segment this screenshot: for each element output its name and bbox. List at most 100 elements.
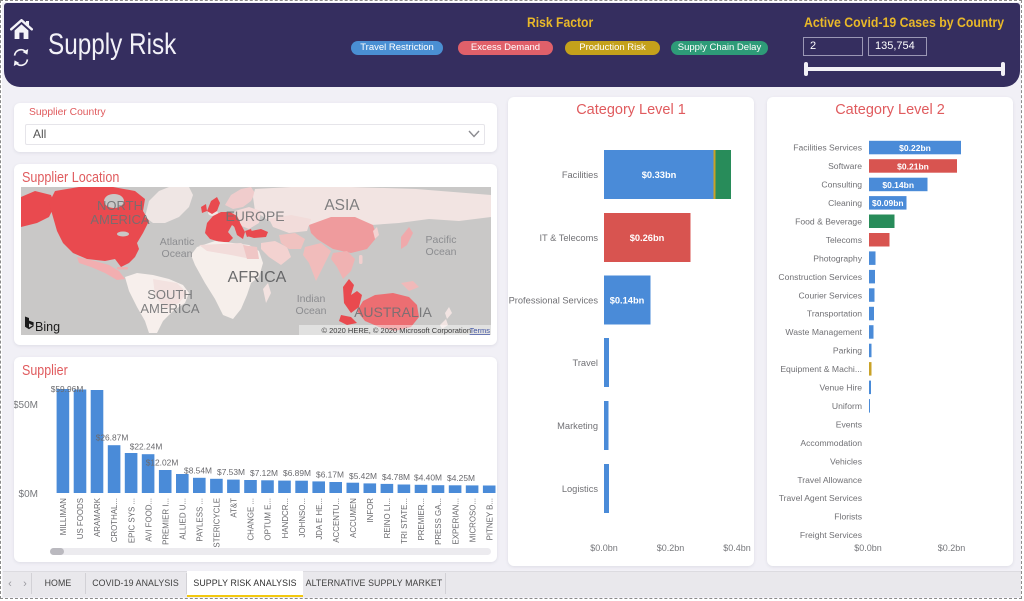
svg-text:AFRICA: AFRICA (228, 269, 287, 286)
svg-text:$0.26bn: $0.26bn (630, 233, 665, 243)
svg-text:$5.42M: $5.42M (349, 471, 377, 481)
svg-text:Accommodation: Accommodation (800, 438, 862, 448)
svg-text:$0.09bn: $0.09bn (872, 198, 904, 208)
svg-text:PREMIER...: PREMIER... (417, 498, 426, 541)
svg-text:EUROPE: EUROPE (225, 208, 284, 224)
svg-text:ACCUMEN: ACCUMEN (349, 498, 358, 538)
svg-text:MICROSO...: MICROSO... (468, 498, 477, 542)
svg-text:Pacific: Pacific (426, 234, 457, 246)
svg-text:$4.78M: $4.78M (382, 472, 410, 482)
svg-text:$0.14bn: $0.14bn (882, 180, 914, 190)
svg-text:Logistics: Logistics (562, 484, 599, 494)
svg-text:PRESS GA...: PRESS GA... (434, 498, 443, 545)
svg-text:$0.14bn: $0.14bn (610, 296, 645, 306)
svg-text:$0.21bn: $0.21bn (897, 161, 929, 171)
svg-text:Vehicles: Vehicles (830, 456, 862, 466)
svg-text:Transportation: Transportation (807, 309, 862, 319)
svg-text:$0.22bn: $0.22bn (899, 143, 931, 153)
svg-text:HANDCR...: HANDCR... (281, 498, 290, 538)
svg-text:JOHNSO...: JOHNSO... (298, 498, 307, 537)
svg-text:$8.54M: $8.54M (184, 465, 212, 475)
svg-text:Terms: Terms (470, 326, 491, 335)
svg-text:© 2020 HERE, © 2020 Microsoft: © 2020 HERE, © 2020 Microsoft Corporatio… (322, 326, 471, 335)
svg-text:Freight Services: Freight Services (800, 530, 862, 540)
svg-text:Ocean: Ocean (426, 246, 457, 258)
svg-text:ARAMARK: ARAMARK (93, 497, 102, 537)
svg-text:Florists: Florists (834, 512, 862, 522)
svg-text:Bing: Bing (35, 320, 60, 334)
svg-text:STERICYCLE: STERICYCLE (213, 498, 222, 548)
svg-text:Waste Management: Waste Management (785, 327, 862, 337)
svg-text:Ocean: Ocean (296, 305, 327, 317)
svg-text:Travel Agent Services: Travel Agent Services (779, 493, 862, 503)
svg-text:IT & Telecoms: IT & Telecoms (539, 233, 598, 243)
svg-text:CROTHAL...: CROTHAL... (110, 498, 119, 542)
svg-text:$7.53M: $7.53M (217, 467, 245, 477)
svg-text:Construction Services: Construction Services (778, 272, 862, 282)
svg-text:US FOODS: US FOODS (76, 498, 85, 539)
svg-text:EPIC SYS ...: EPIC SYS ... (127, 498, 136, 543)
svg-text:Cleaning: Cleaning (828, 198, 862, 208)
svg-text:Category Level 2: Category Level 2 (835, 102, 945, 118)
svg-text:$50M: $50M (14, 400, 38, 411)
svg-text:$6.89M: $6.89M (283, 468, 311, 478)
svg-text:AUSTRALIA: AUSTRALIA (354, 304, 432, 320)
svg-text:$0.0bn: $0.0bn (854, 543, 882, 553)
svg-text:PAYLESS ...: PAYLESS ... (196, 498, 205, 542)
svg-text:OPTUM E...: OPTUM E... (264, 498, 273, 541)
svg-text:Venue Hire: Venue Hire (819, 383, 862, 393)
svg-text:Facilities Services: Facilities Services (793, 143, 862, 153)
svg-text:$0.2bn: $0.2bn (657, 543, 685, 553)
svg-text:Food & Beverage: Food & Beverage (795, 217, 862, 227)
svg-text:TRI STATE...: TRI STATE... (400, 498, 409, 544)
svg-text:Consulting: Consulting (821, 180, 862, 190)
svg-text:INFOR: INFOR (366, 498, 375, 523)
svg-text:$0M: $0M (19, 489, 38, 500)
svg-text:JDA E HE...: JDA E HE... (315, 498, 324, 540)
svg-text:Ocean: Ocean (162, 248, 193, 260)
svg-text:$0.33bn: $0.33bn (642, 170, 677, 180)
svg-text:Equipment & Machi...: Equipment & Machi... (780, 364, 862, 374)
svg-text:REINO LI...: REINO LI... (383, 498, 392, 538)
svg-text:Software: Software (828, 161, 862, 171)
svg-text:Atlantic: Atlantic (160, 236, 194, 248)
svg-text:ACCENTU...: ACCENTU... (332, 498, 341, 543)
svg-text:EXPERIAN...: EXPERIAN... (451, 498, 460, 544)
svg-text:AVI FOOD...: AVI FOOD... (144, 498, 153, 542)
svg-text:Professional Services: Professional Services (509, 296, 599, 306)
svg-text:$0.0bn: $0.0bn (590, 543, 618, 553)
svg-text:$4.40M: $4.40M (414, 473, 442, 483)
svg-text:Indian: Indian (297, 293, 326, 305)
svg-text:ASIA: ASIA (324, 197, 360, 214)
svg-text:Events: Events (836, 419, 862, 429)
svg-text:Marketing: Marketing (557, 421, 598, 431)
svg-text:$0.2bn: $0.2bn (938, 543, 966, 553)
svg-text:$6.17M: $6.17M (316, 470, 344, 480)
svg-text:Travel Allowance: Travel Allowance (797, 475, 862, 485)
svg-text:AMERICA: AMERICA (90, 212, 150, 227)
svg-text:$59.96M: $59.96M (51, 384, 84, 394)
svg-text:Parking: Parking (833, 346, 862, 356)
svg-text:Photography: Photography (813, 253, 862, 263)
svg-text:SOUTH: SOUTH (147, 287, 193, 302)
svg-text:Facilities: Facilities (562, 170, 599, 180)
svg-text:$12.02M: $12.02M (146, 458, 179, 468)
svg-text:Telecoms: Telecoms (826, 235, 862, 245)
svg-text:AT&T: AT&T (230, 498, 239, 518)
svg-text:Travel: Travel (573, 358, 599, 368)
svg-text:$22.24M: $22.24M (130, 442, 163, 452)
svg-text:Courier Services: Courier Services (798, 290, 862, 300)
svg-text:$7.12M: $7.12M (250, 468, 278, 478)
svg-text:NORTH: NORTH (97, 198, 143, 213)
svg-text:$26.87M: $26.87M (96, 433, 129, 443)
svg-text:$0.4bn: $0.4bn (723, 543, 751, 553)
svg-text:AMERICA: AMERICA (140, 301, 200, 316)
svg-text:PITNEY B...: PITNEY B... (485, 498, 494, 540)
svg-text:CHANGE ...: CHANGE ... (247, 498, 256, 541)
svg-text:PREMIER I...: PREMIER I... (161, 498, 170, 545)
svg-text:ALLIED U...: ALLIED U... (179, 498, 188, 540)
svg-text:Uniform: Uniform (832, 401, 862, 411)
svg-text:Category Level 1: Category Level 1 (576, 102, 686, 118)
svg-text:MILLIMAN: MILLIMAN (59, 498, 68, 536)
svg-text:$4.25M: $4.25M (447, 473, 475, 483)
